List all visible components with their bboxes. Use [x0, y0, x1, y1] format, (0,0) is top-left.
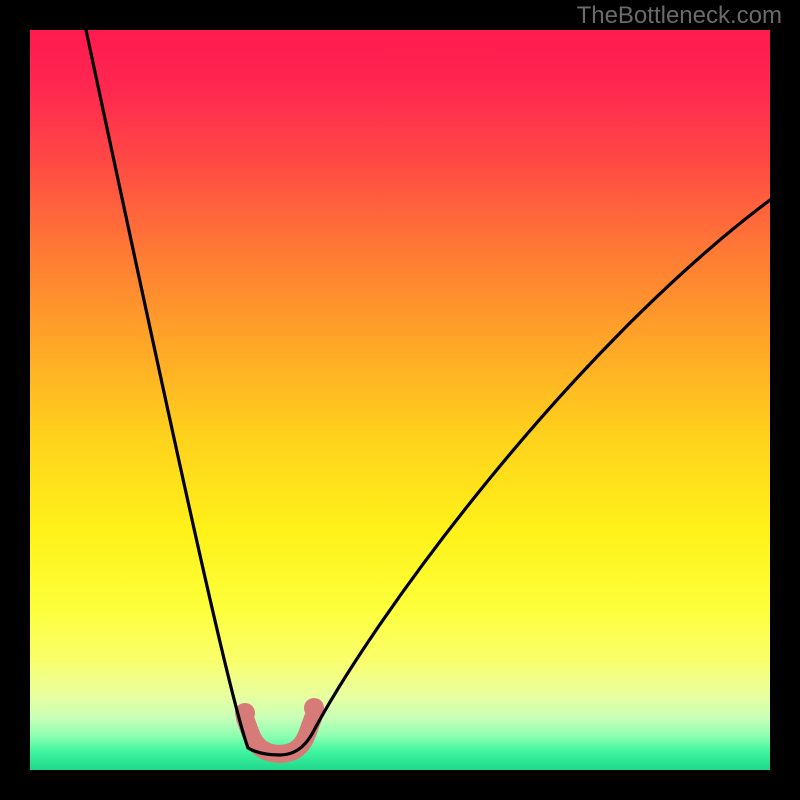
valley-marker-stroke — [245, 718, 313, 754]
plot-area — [30, 30, 770, 770]
valley-marker-dot-0 — [235, 703, 255, 723]
valley-marker-dot-1 — [304, 698, 324, 718]
bottleneck-curve — [86, 30, 770, 755]
watermark-text: TheBottleneck.com — [577, 2, 782, 30]
curve-layer — [30, 30, 770, 770]
